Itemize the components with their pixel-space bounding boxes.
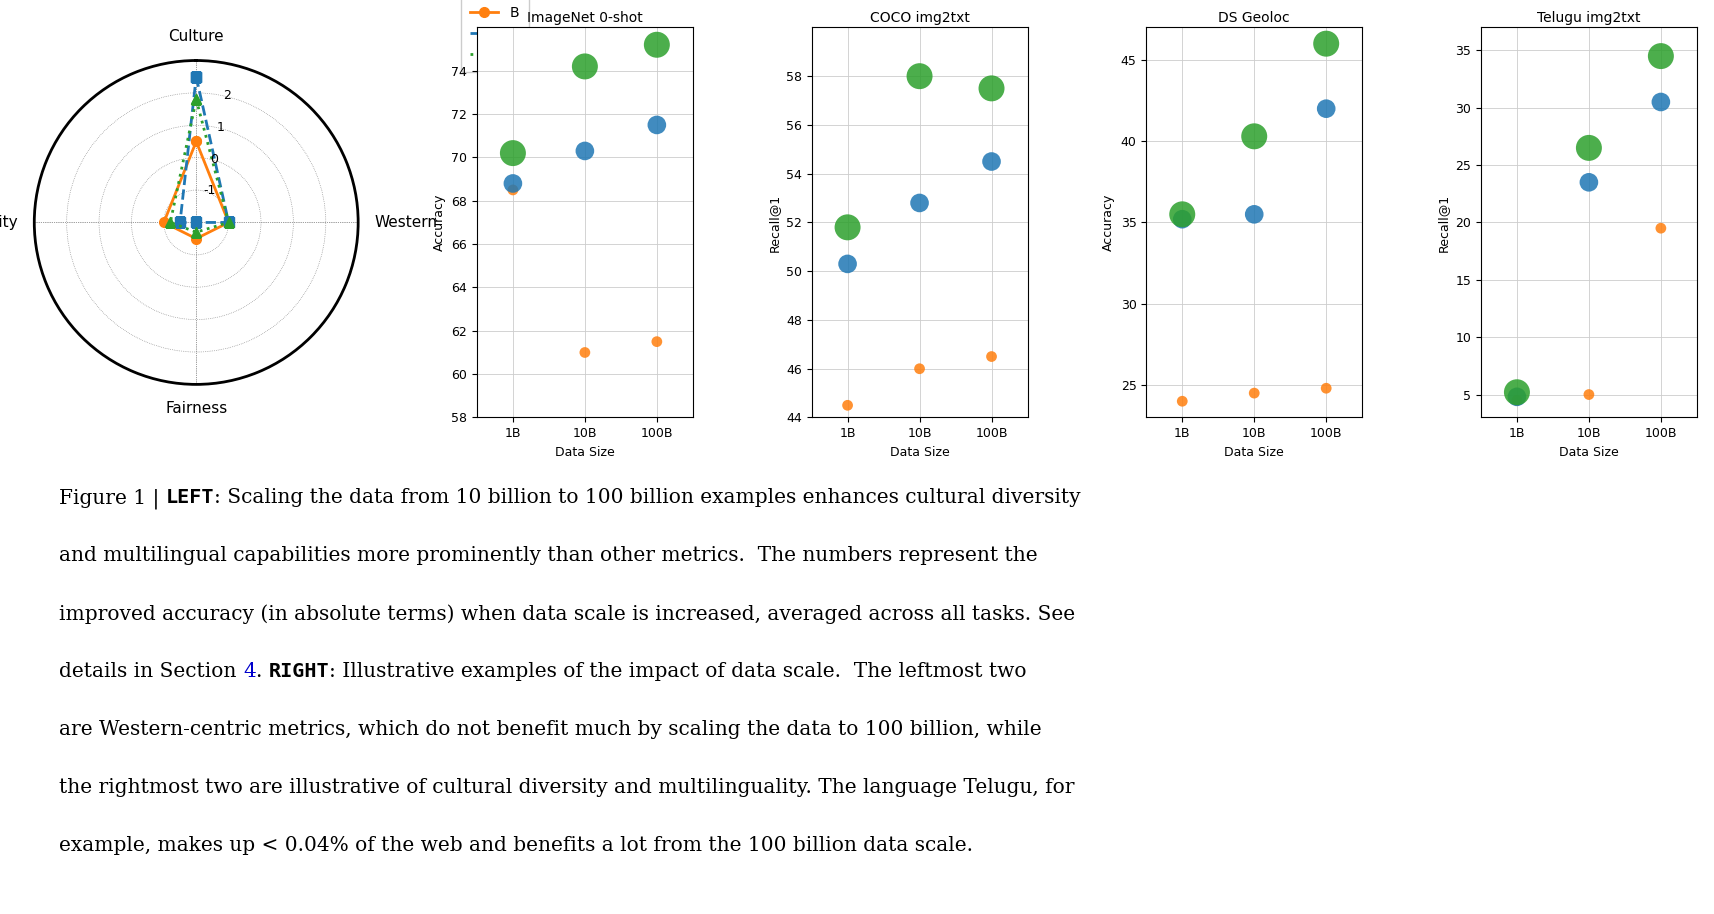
- Point: [905, 196, 932, 210]
- Point: [643, 37, 670, 52]
- Point: [1169, 212, 1196, 227]
- Line: B: B: [159, 136, 233, 243]
- Point: [1647, 95, 1675, 110]
- L: [185, 71, 206, 82]
- H: [185, 94, 206, 105]
- Point: [1503, 385, 1531, 399]
- Point: [1313, 37, 1340, 51]
- Point: [977, 81, 1004, 96]
- Point: [835, 257, 862, 271]
- Point: [1575, 175, 1603, 189]
- Text: Culture: Culture: [168, 29, 225, 44]
- X-axis label: Data Size: Data Size: [890, 446, 950, 459]
- Point: [1169, 394, 1196, 409]
- Text: 0: 0: [209, 153, 218, 165]
- L: [185, 217, 206, 228]
- Text: : Illustrative examples of the impact of data scale.  The leftmost two: : Illustrative examples of the impact of…: [329, 662, 1027, 681]
- B: [185, 136, 206, 147]
- H: [159, 217, 180, 228]
- Point: [1575, 141, 1603, 155]
- Legend: B, L, H: B, L, H: [461, 0, 530, 71]
- Title: DS Geoloc: DS Geoloc: [1219, 11, 1291, 25]
- B: [154, 217, 175, 228]
- Title: Telugu img2txt: Telugu img2txt: [1537, 11, 1640, 25]
- L: [185, 71, 206, 82]
- Y-axis label: Recall@1: Recall@1: [1436, 194, 1450, 251]
- Y-axis label: Recall@1: Recall@1: [768, 194, 780, 251]
- Text: Figure 1 |: Figure 1 |: [60, 488, 166, 508]
- Point: [1647, 48, 1675, 63]
- B: [185, 136, 206, 147]
- Text: : Scaling the data from 10 billion to 100 billion examples enhances cultural div: : Scaling the data from 10 billion to 10…: [214, 488, 1082, 507]
- Text: .: .: [255, 662, 269, 681]
- B: [218, 217, 238, 228]
- Point: [1575, 388, 1603, 402]
- Point: [1241, 386, 1268, 400]
- Title: ImageNet 0-shot: ImageNet 0-shot: [526, 11, 643, 25]
- Point: [499, 183, 526, 197]
- L: [218, 217, 238, 228]
- Point: [1313, 101, 1340, 116]
- Line: H: H: [166, 94, 233, 237]
- Point: [1313, 381, 1340, 396]
- Point: [1169, 207, 1196, 221]
- Text: and multilingual capabilities more prominently than other metrics.  The numbers : and multilingual capabilities more promi…: [60, 546, 1039, 565]
- Point: [643, 335, 670, 349]
- Point: [1241, 129, 1268, 143]
- Point: [977, 349, 1004, 364]
- Text: 1: 1: [216, 121, 225, 134]
- Point: [571, 345, 598, 360]
- Point: [571, 143, 598, 158]
- Text: Fairness: Fairness: [165, 400, 228, 416]
- Point: [643, 118, 670, 133]
- Title: COCO img2txt: COCO img2txt: [869, 11, 970, 25]
- Point: [835, 398, 862, 412]
- Point: [905, 361, 932, 376]
- X-axis label: Data Size: Data Size: [1224, 446, 1284, 459]
- Line: L: L: [175, 72, 233, 228]
- Point: [1503, 389, 1531, 404]
- Text: LEFT: LEFT: [166, 488, 214, 507]
- Point: [499, 146, 526, 161]
- Point: [499, 176, 526, 191]
- Point: [1647, 221, 1675, 236]
- Text: -1: -1: [202, 185, 216, 197]
- B: [185, 233, 206, 244]
- Y-axis label: Accuracy: Accuracy: [432, 194, 446, 251]
- Point: [835, 220, 862, 235]
- Text: improved accuracy (in absolute terms) when data scale is increased, averaged acr: improved accuracy (in absolute terms) wh…: [60, 604, 1075, 623]
- X-axis label: Data Size: Data Size: [1560, 446, 1618, 459]
- Point: [571, 59, 598, 74]
- Text: Multilinguality: Multilinguality: [0, 215, 19, 230]
- Text: details in Section: details in Section: [60, 662, 243, 681]
- Text: the rightmost two are illustrative of cultural diversity and multilinguality. Th: the rightmost two are illustrative of cu…: [60, 778, 1075, 797]
- Point: [977, 154, 1004, 169]
- Point: [1241, 207, 1268, 221]
- Text: are Western-centric metrics, which do not benefit much by scaling the data to 10: are Western-centric metrics, which do no…: [60, 720, 1042, 739]
- Y-axis label: Accuracy: Accuracy: [1102, 194, 1116, 251]
- H: [185, 227, 206, 238]
- Text: 4: 4: [243, 662, 255, 681]
- Point: [905, 69, 932, 83]
- X-axis label: Data Size: Data Size: [555, 446, 615, 459]
- Text: example, makes up < 0.04% of the web and benefits a lot from the 100 billion dat: example, makes up < 0.04% of the web and…: [60, 835, 974, 855]
- Text: Western: Western: [374, 215, 437, 230]
- H: [185, 94, 206, 105]
- Point: [1503, 393, 1531, 408]
- Text: RIGHT: RIGHT: [269, 662, 329, 681]
- L: [170, 217, 190, 228]
- Text: 2: 2: [223, 90, 231, 102]
- H: [218, 217, 238, 228]
